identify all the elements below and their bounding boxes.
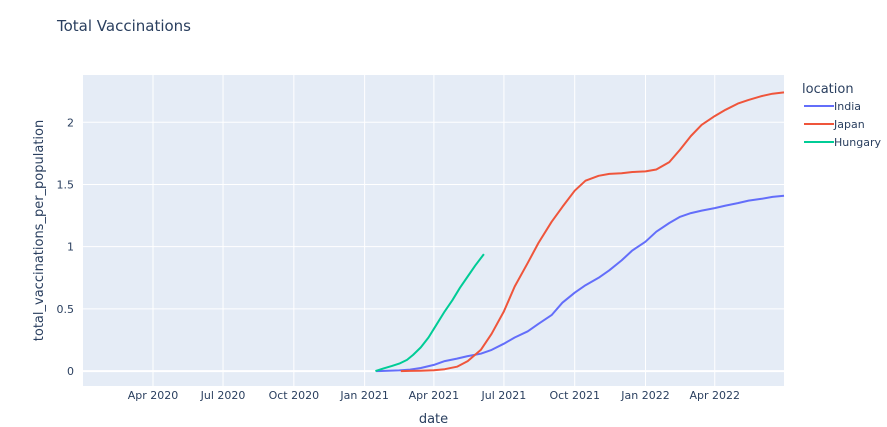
x-tick-label: Apr 2020 (128, 389, 179, 402)
legend-label-hungary: Hungary (834, 136, 881, 149)
x-tick-label: Jul 2021 (481, 389, 527, 402)
y-tick-label: 1 (67, 241, 74, 254)
y-tick-label: 0 (67, 365, 74, 378)
y-tick-label: 1.5 (57, 178, 75, 191)
series-line-india (376, 194, 785, 373)
legend: location India Japan Hungary (802, 82, 881, 149)
y-axis-ticks: 0 0.5 1 1.5 2 (57, 116, 75, 378)
chart-title: Total Vaccinations (56, 17, 191, 35)
y-tick-label: 2 (67, 116, 74, 129)
series-lines (375, 91, 785, 373)
x-axis-title: date (419, 412, 448, 427)
series-line-hungary (375, 253, 485, 373)
y-tick-label: 0.5 (57, 303, 75, 316)
x-tick-label: Oct 2021 (549, 389, 600, 402)
series-line-japan (400, 91, 785, 373)
x-tick-label: Jan 2022 (620, 389, 669, 402)
legend-title: location (802, 82, 854, 97)
y-axis-title: total_vaccinations_per_population (32, 120, 47, 341)
x-tick-label: Apr 2021 (409, 389, 460, 402)
legend-label-india: India (834, 100, 861, 113)
x-tick-label: Apr 2022 (689, 389, 740, 402)
x-axis-ticks: Apr 2020 Jul 2020 Oct 2020 Jan 2021 Apr 2021… (128, 389, 740, 402)
x-tick-label: Jul 2020 (200, 389, 246, 402)
x-tick-label: Jan 2021 (339, 389, 388, 402)
legend-label-japan: Japan (833, 118, 865, 131)
x-tick-label: Oct 2020 (269, 389, 320, 402)
